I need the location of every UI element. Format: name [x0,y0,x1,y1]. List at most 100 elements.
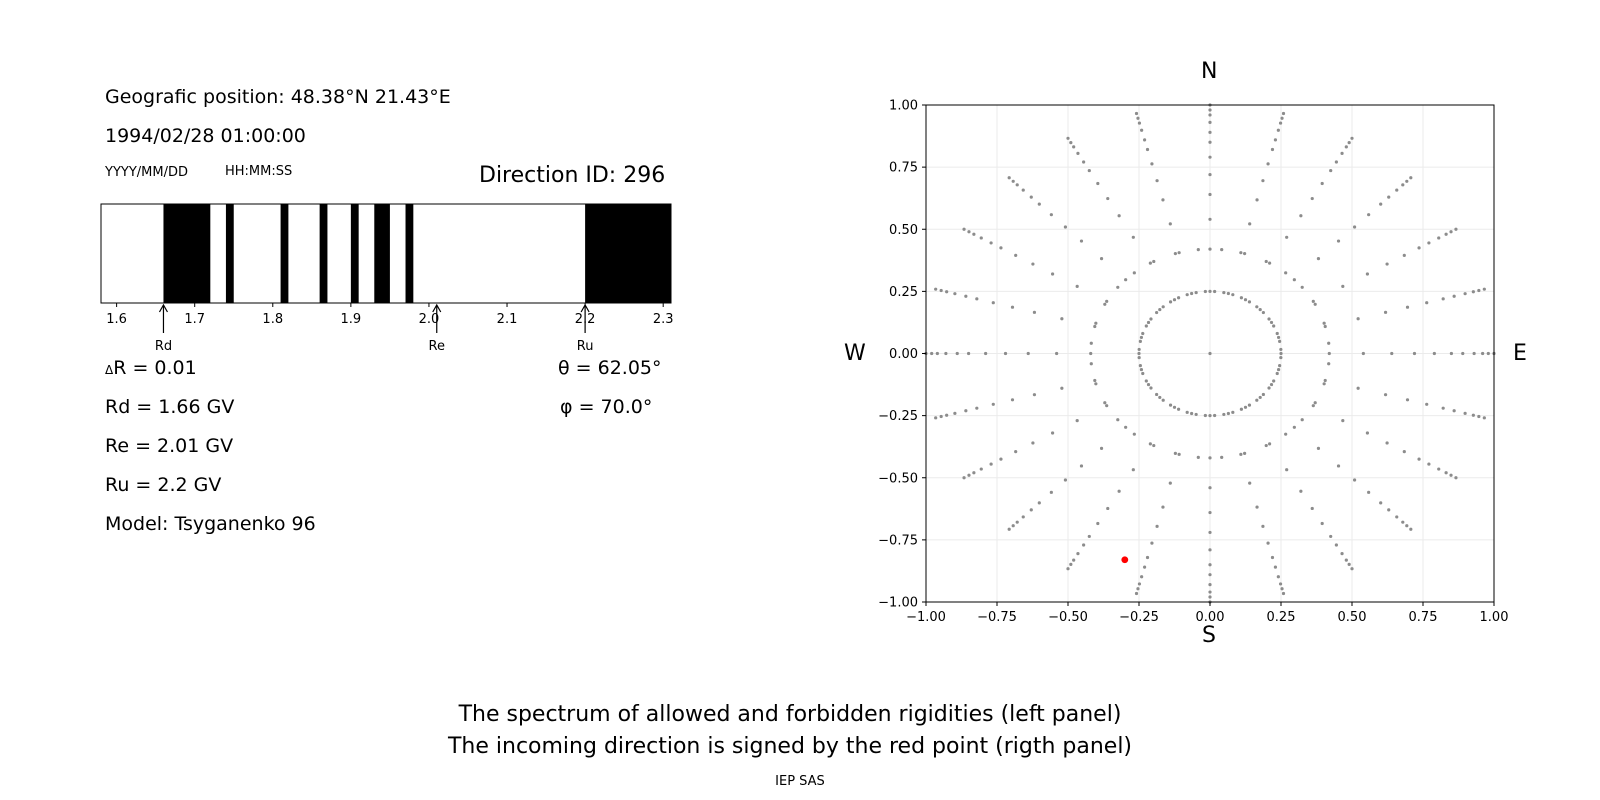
direction-grid-point [1131,235,1135,239]
direction-grid-point [1280,587,1284,591]
direction-grid-point [1072,145,1076,149]
direction-grid-point [1145,555,1150,560]
direction-grid-point [1401,183,1405,187]
ru-value: Ru = 2.2 GV [105,474,222,496]
x-tick-label: 0.00 [1196,610,1225,625]
direction-grid-point [1148,442,1152,446]
east-label: E [1513,341,1527,366]
direction-grid-point [1203,289,1207,294]
direction-grid-point [1089,351,1093,356]
direction-grid-point [1329,168,1333,173]
direction-grid-point [1161,198,1165,202]
direction-grid-point [1365,272,1370,276]
direction-grid-point [1063,478,1068,482]
direction-grid-point [991,301,995,305]
direction-grid-point [1138,339,1142,343]
direction-grid-point [1145,147,1150,152]
direction-grid-point [1076,151,1080,155]
direction-grid-point [944,351,948,356]
direction-grid-point [1461,351,1465,356]
direction-grid-point [1213,413,1217,418]
direction-grid-point [1322,382,1326,386]
direction-grid-point [1075,418,1079,423]
direction-grid-point [991,402,995,406]
x-tick-label: 0.75 [1409,610,1438,625]
direction-grid-point [1261,310,1265,315]
direction-grid-point [1063,225,1068,229]
direction-grid-point [1264,443,1268,448]
direction-grid-point [1137,351,1141,356]
direction-grid-point [1094,382,1098,386]
direction-grid-point [1226,411,1230,416]
direction-grid-point [1082,160,1086,164]
direction-grid-point [1158,307,1162,312]
direction-grid-point [1405,179,1409,183]
spectrum-tick-label: 1.6 [106,312,127,327]
direction-grid-point [1270,555,1275,560]
direction-grid-point [1243,252,1247,256]
direction-grid-point [1138,364,1142,368]
direction-grid-point [1255,305,1259,309]
rigidity-spectrum-chart: 1.6 1.7 1.8 1.9 2.0 2.1 2.2 2.3Rd Re Ru [100,203,674,354]
direction-grid-point [1261,179,1265,183]
direction-grid-point [1049,213,1053,217]
y-tick-label: 0.75 [889,161,918,176]
direction-grid-point [1060,317,1064,321]
direction-grid-point [1003,351,1008,356]
direction-grid-point [1316,257,1321,261]
direction-grid-point [1279,351,1283,356]
geographic-position: Geografic position: 48.38°N 21.43°E [105,86,451,108]
x-tick-label: 0.50 [1338,610,1367,625]
direction-grid-point [1300,285,1304,289]
direction-grid-point [1367,490,1371,494]
direction-grid-point [1066,136,1070,140]
direction-grid-point [1208,108,1212,112]
direction-grid-point [1285,235,1289,239]
direction-grid-point [975,406,979,410]
direction-grid-point [1099,446,1104,450]
direction-grid-point [1441,406,1445,410]
direction-grid-point [1278,582,1283,586]
direction-grid-point [1322,321,1326,325]
direction-grid-point [1482,287,1486,291]
direction-grid-point [953,292,957,296]
direction-grid-point [945,290,949,294]
direction-grid-point [1477,414,1481,419]
direction-grid-point [1300,418,1304,422]
direction-grid-point [1134,111,1139,116]
delta-r-text: R = 0.01 [113,357,197,379]
direction-grid-point [1395,515,1399,519]
direction-grid-point [1352,478,1357,482]
direction-grid-point [1079,239,1084,243]
direction-grid-point [1152,443,1156,448]
direction-scatter-chart: −1.00 −0.75 −0.50 −0.25 0.00 0.25 0.50 0.75 1.00… [878,99,1508,626]
direction-grid-point [1402,253,1406,257]
direction-grid-point [1079,464,1084,468]
direction-grid-point [962,227,966,231]
direction-grid-point [1280,116,1284,120]
direction-grid-point [1239,251,1243,255]
direction-grid-point [1226,291,1230,296]
y-tick-label: −0.75 [878,533,918,548]
direction-grid-point [1208,130,1212,134]
direction-grid-point [1279,347,1283,352]
direction-grid-point [1284,432,1288,436]
direction-grid-point [1327,351,1331,356]
phi-value: φ = 70.0° [560,396,653,418]
direction-grid-point [1239,296,1244,300]
forbidden-band-0 [163,204,211,303]
direction-grid-point [1075,284,1079,289]
direction-grid-point [999,457,1003,461]
direction-grid-point [1247,403,1252,407]
caption-line-2: The incoming direction is signed by the … [447,734,1133,759]
direction-grid-point [1281,111,1286,116]
direction-grid-point [1220,455,1224,459]
model-name: Model: Tsyganenko 96 [105,513,316,535]
direction-grid-point [1449,473,1453,477]
direction-grid-point [1409,176,1413,180]
direction-grid-point [1292,425,1296,429]
direction-grid-point [1208,217,1212,221]
direction-grid-point [1031,262,1035,266]
spectrum-tick-label: 1.9 [341,312,362,327]
direction-grid-point [1341,418,1345,423]
